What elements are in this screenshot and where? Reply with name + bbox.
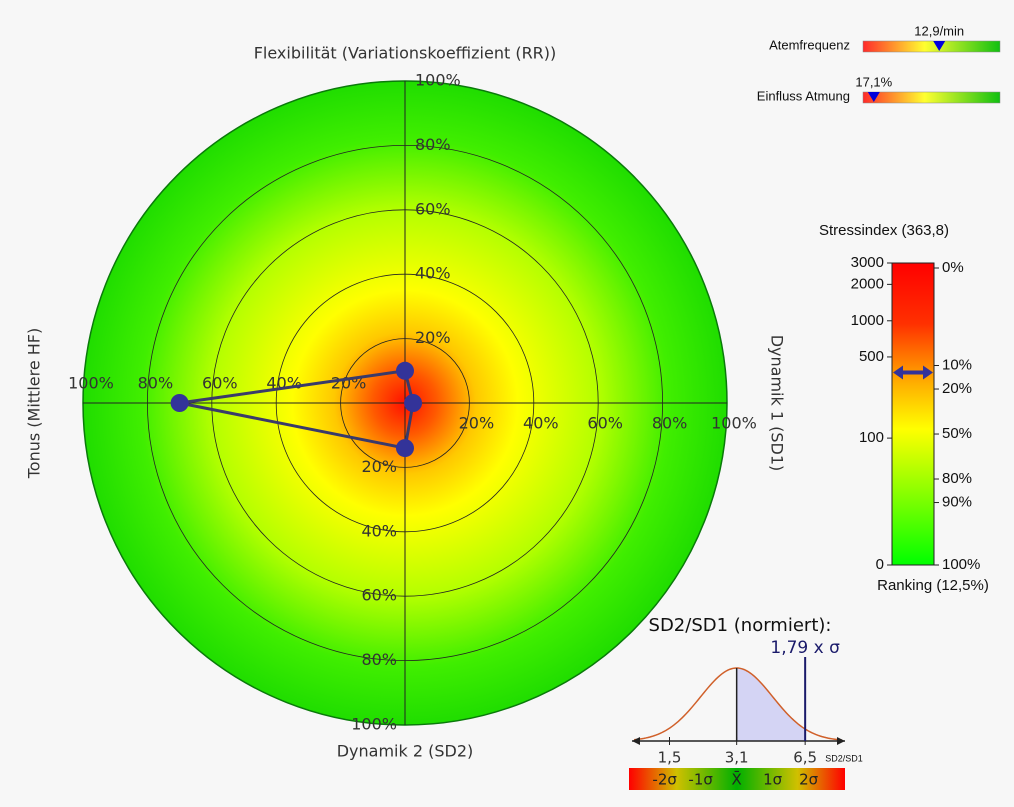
x-tick-label: 1,5 bbox=[658, 749, 682, 767]
radar-point bbox=[170, 394, 189, 412]
y-tick-label: 500 bbox=[859, 348, 884, 365]
r-tick-label: 60% bbox=[361, 586, 397, 605]
dist-area bbox=[736, 668, 806, 741]
sigma-band bbox=[629, 768, 845, 790]
r-tick-label: 40% bbox=[523, 414, 559, 433]
axis-title: Flexibilität (Variationskoeffizient (RR)… bbox=[254, 44, 557, 63]
dist-curve bbox=[633, 667, 843, 741]
r-tick-label: 40% bbox=[361, 521, 397, 540]
ranking-label: Ranking (12,5%) bbox=[877, 577, 989, 594]
y2-tick-label: 90% bbox=[942, 494, 972, 511]
r-tick-label: 20% bbox=[415, 328, 451, 347]
gauge-bar bbox=[862, 91, 1001, 104]
gauge-label: Atemfrequenz bbox=[769, 37, 850, 52]
y2-tick-label: 10% bbox=[942, 356, 972, 373]
gauge-value: 12,9/min bbox=[914, 23, 964, 38]
y2-tick-label: 0% bbox=[942, 259, 964, 276]
r-tick-label: 80% bbox=[361, 650, 397, 669]
grid-circle bbox=[275, 273, 535, 533]
dist-title: SD2/SD1 (normiert): bbox=[649, 615, 832, 636]
grid-circle bbox=[211, 209, 599, 597]
r-tick-label: 100% bbox=[711, 414, 757, 433]
x-tick-label: 6,5 bbox=[793, 749, 817, 767]
r-tick-label: 100% bbox=[415, 71, 461, 90]
y2-tick-label: 50% bbox=[942, 425, 972, 442]
grid-circle bbox=[340, 338, 470, 468]
gauge-pointer bbox=[867, 92, 880, 102]
sigma-label: 1σ bbox=[763, 771, 783, 789]
x-tick-label: 3,1 bbox=[725, 749, 749, 767]
y2-tick-label: 100% bbox=[942, 556, 980, 573]
gauge-label: Einfluss Atmung bbox=[757, 88, 850, 103]
axis-title: Dynamik 1 (SD1) bbox=[768, 335, 787, 472]
sigma-label: 2σ bbox=[799, 771, 819, 789]
x-axis-label: SD2/SD1 bbox=[825, 753, 863, 763]
y-tick-label: 3000 bbox=[851, 254, 884, 271]
axis-title: Tonus (Mittlere HF) bbox=[25, 328, 44, 480]
stress-title: Stressindex (363,8) bbox=[819, 222, 949, 239]
gauge-pointer bbox=[933, 41, 946, 51]
sigma-label: -2σ bbox=[652, 771, 677, 789]
annotation: 1,79 x σ bbox=[770, 638, 840, 658]
stress-marker bbox=[893, 365, 933, 380]
stress-bar bbox=[891, 262, 935, 566]
gauge-bar bbox=[862, 40, 1001, 53]
axis-title: Dynamik 2 (SD2) bbox=[337, 742, 474, 761]
r-tick-label: 20% bbox=[459, 414, 495, 433]
sigma-label: X̄ bbox=[732, 770, 742, 789]
r-tick-label: 100% bbox=[68, 374, 114, 393]
sigma-label: -1σ bbox=[688, 771, 713, 789]
r-tick-label: 60% bbox=[415, 199, 451, 218]
r-tick-label: 20% bbox=[361, 457, 397, 476]
y-tick-label: 100 bbox=[859, 429, 884, 446]
r-tick-label: 60% bbox=[202, 374, 238, 393]
y2-tick-label: 20% bbox=[942, 380, 972, 397]
y-tick-label: 0 bbox=[876, 556, 884, 573]
y-tick-label: 1000 bbox=[851, 312, 884, 329]
y-tick-label: 2000 bbox=[851, 275, 884, 292]
r-tick-label: 80% bbox=[138, 374, 174, 393]
gauge-value: 17,1% bbox=[855, 74, 892, 89]
r-tick-label: 60% bbox=[587, 414, 623, 433]
grid-circle bbox=[146, 144, 664, 662]
r-tick-label: 100% bbox=[351, 715, 397, 734]
r-tick-label: 40% bbox=[415, 264, 451, 283]
r-tick-label: 80% bbox=[652, 414, 688, 433]
r-tick-label: 80% bbox=[415, 135, 451, 154]
y2-tick-label: 80% bbox=[942, 470, 972, 487]
radar-point bbox=[396, 439, 414, 458]
radar-point bbox=[404, 394, 423, 412]
radar-point bbox=[396, 361, 414, 380]
